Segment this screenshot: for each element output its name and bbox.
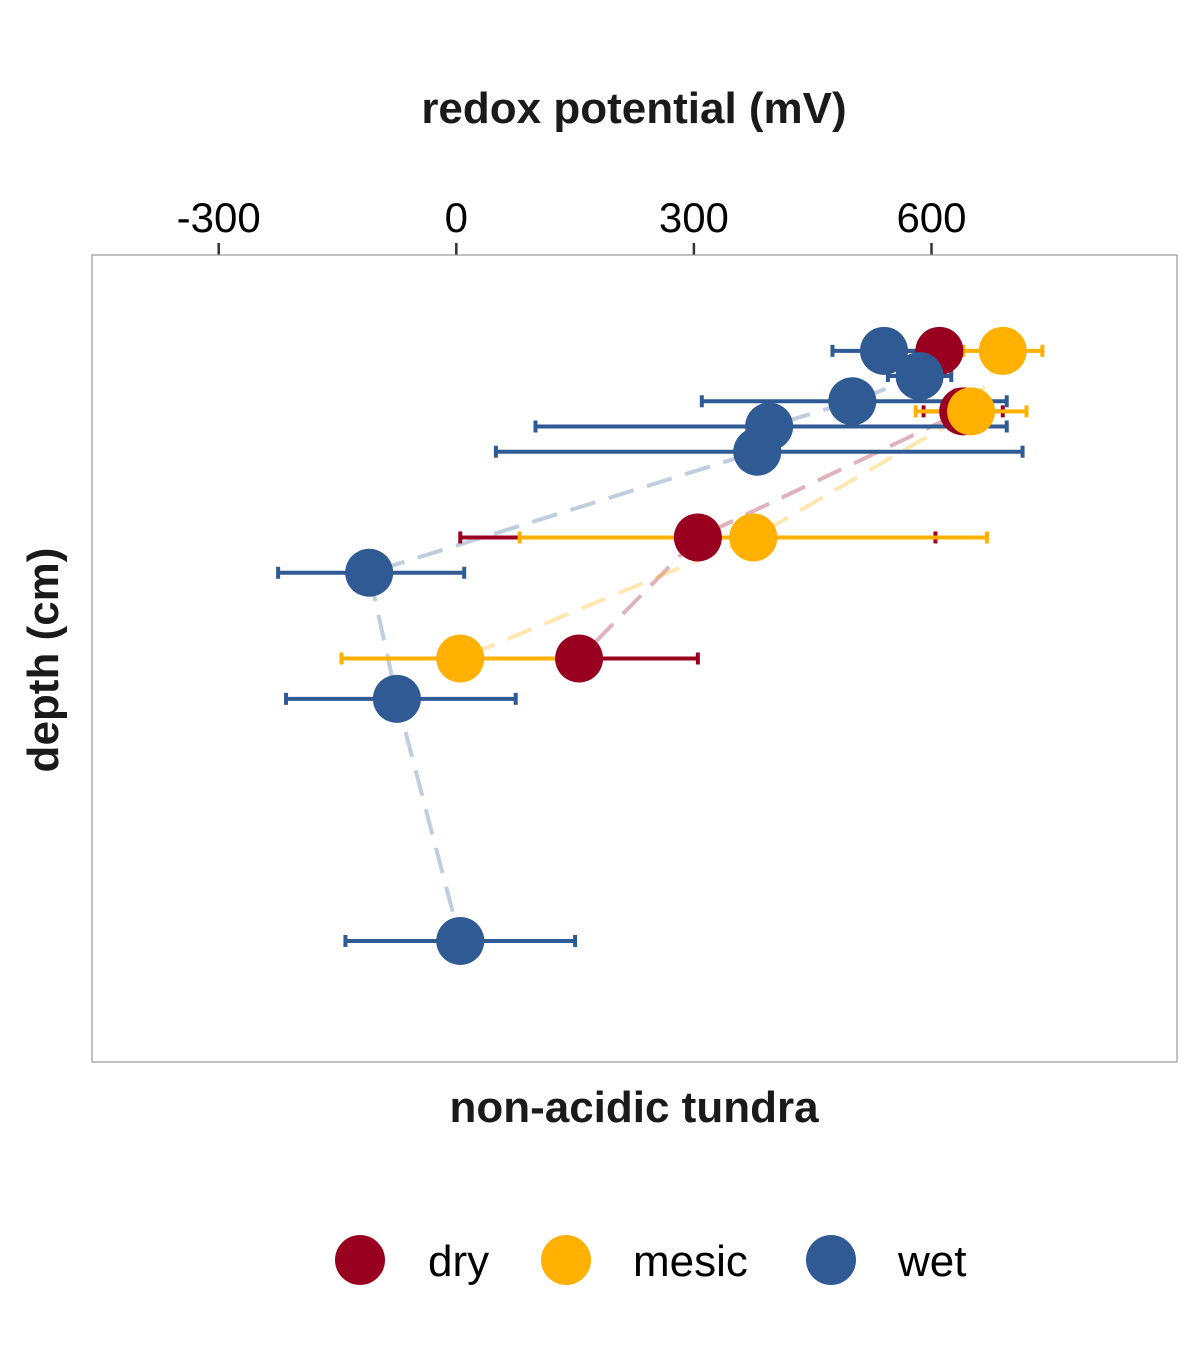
legend-key-mesic (541, 1235, 591, 1285)
legend-item-dry: dry (335, 1235, 489, 1286)
plot-area (276, 326, 1045, 965)
legend-item-wet: wet (806, 1235, 966, 1286)
legend-item-mesic: mesic (541, 1235, 748, 1286)
data-point-wet (436, 916, 485, 965)
data-point-wet (859, 326, 908, 375)
x-axis-ticks: -300 0 300 600 (177, 194, 967, 255)
x-tick-label: 0 (445, 194, 468, 241)
data-points (345, 326, 1027, 965)
y-axis-title: depth (cm) (19, 548, 68, 773)
data-point-mesic (729, 513, 778, 562)
data-point-mesic (436, 634, 485, 683)
legend-key-dry (335, 1235, 385, 1285)
x-tick-label: -300 (177, 194, 261, 241)
x-axis-title: redox potential (mV) (421, 84, 846, 133)
legend-label-wet: wet (897, 1237, 966, 1286)
x-tick-label: 300 (659, 194, 729, 241)
data-point-wet (345, 548, 394, 597)
data-point-wet (828, 377, 877, 426)
legend-key-wet (806, 1235, 856, 1285)
data-point-wet (733, 427, 782, 476)
data-point-dry (673, 513, 722, 562)
facet-label: non-acidic tundra (449, 1083, 819, 1132)
data-point-dry (555, 634, 604, 683)
connector-line-dry (577, 350, 966, 660)
data-point-wet (372, 674, 421, 723)
data-point-mesic (978, 326, 1027, 375)
data-point-mesic (947, 387, 996, 436)
data-point-wet (895, 352, 944, 401)
plot-panel-border (91, 254, 1178, 1063)
error-bars (276, 344, 1045, 947)
legend: dry mesic wet (335, 1235, 966, 1286)
legend-label-mesic: mesic (633, 1237, 748, 1286)
legend-label-dry: dry (428, 1237, 489, 1286)
x-tick-label: 600 (896, 194, 966, 241)
